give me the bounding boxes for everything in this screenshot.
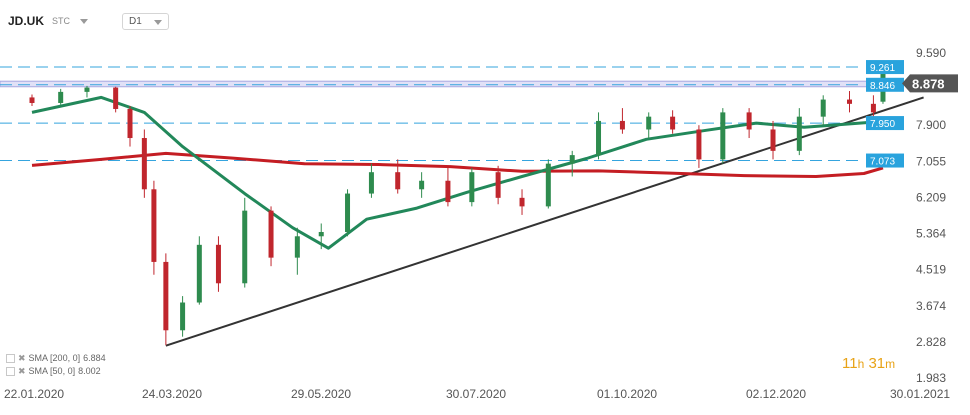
- legend-item-sma50[interactable]: ✖ SMA [50, 0] 8.002: [6, 365, 106, 378]
- chart-toolbar: JD.UK STC D1: [8, 10, 169, 32]
- x-tick-label: 30.07.2020: [446, 387, 506, 401]
- candle-body: [670, 116, 676, 130]
- price-tags: 9.261 8.846 7.950 7.073 8.878: [866, 60, 958, 168]
- level-tag-label: 7.950: [870, 119, 895, 130]
- level-tag: [866, 77, 904, 92]
- candle-body: [847, 99, 853, 104]
- legend-value: 8.002: [78, 366, 101, 376]
- level-tag: [866, 116, 904, 131]
- candle-body: [445, 180, 451, 203]
- y-tick-label: 5.364: [916, 227, 946, 241]
- level-tag: [866, 60, 904, 75]
- candle-body: [84, 87, 90, 92]
- y-tick-label: 3.674: [916, 299, 946, 313]
- level-tag: [866, 153, 904, 168]
- legend-label: SMA [200, 0]: [28, 353, 81, 363]
- x-tick-label: 22.01.2020: [4, 387, 64, 401]
- candle-body: [151, 189, 157, 262]
- candle-body: [495, 172, 501, 198]
- x-tick-label: 24.03.2020: [142, 387, 202, 401]
- y-tick-label: 2.828: [916, 335, 946, 349]
- candle-body: [569, 155, 575, 164]
- x-tick-label: 01.10.2020: [597, 387, 657, 401]
- candle-body: [180, 302, 186, 331]
- candle-body: [545, 163, 551, 207]
- remove-icon[interactable]: ✖: [18, 353, 26, 363]
- trendline: [165, 96, 924, 347]
- candle-body: [58, 91, 64, 103]
- candles: [29, 67, 886, 346]
- x-tick-label: 29.05.2020: [291, 387, 351, 401]
- trendline-layer: [165, 96, 924, 347]
- x-tick-label: 02.12.2020: [746, 387, 806, 401]
- y-tick-label: 7.055: [916, 154, 946, 168]
- y-tick-label: 9.590: [916, 46, 946, 60]
- level-tag-label: 9.261: [870, 63, 895, 74]
- candle-body: [196, 244, 202, 303]
- candle-body: [619, 120, 625, 130]
- sma50-line: [31, 95, 884, 250]
- countdown-minutes: 31: [868, 355, 886, 372]
- candle-body: [419, 180, 425, 190]
- legend-value: 6.884: [83, 353, 106, 363]
- indicator-legend: ✖ SMA [200, 0] 6.884 ✖ SMA [50, 0] 8.002: [6, 352, 106, 378]
- sma200-line: [31, 151, 884, 178]
- symbol-label[interactable]: JD.UK: [8, 14, 45, 28]
- legend-label: SMA [50, 0]: [28, 366, 76, 376]
- candle-body: [696, 129, 702, 160]
- visibility-checkbox[interactable]: [6, 354, 15, 363]
- candle-body: [29, 97, 35, 103]
- chevron-down-icon[interactable]: [80, 18, 89, 24]
- candle-body: [163, 261, 169, 331]
- candle-body: [870, 103, 876, 113]
- timeframe-select[interactable]: D1: [122, 12, 169, 30]
- candle-body: [395, 172, 401, 190]
- candle-body: [820, 99, 826, 117]
- y-tick-label: 7.900: [916, 118, 946, 132]
- candle-body: [268, 210, 274, 258]
- legend-item-sma200[interactable]: ✖ SMA [200, 0] 6.884: [6, 352, 106, 365]
- candle-body: [770, 129, 776, 151]
- candle-body: [368, 172, 374, 194]
- candle-body: [345, 193, 351, 233]
- x-tick-label: 30.01.2021: [890, 387, 950, 401]
- candle-body: [720, 112, 726, 160]
- y-tick-label: 4.519: [916, 263, 946, 277]
- resistance-zone-band: [0, 80, 901, 88]
- y-tick-label: 6.209: [916, 190, 946, 204]
- level-tag-label: 8.846: [870, 81, 895, 92]
- candle-body: [242, 210, 248, 284]
- remove-icon[interactable]: ✖: [18, 366, 26, 376]
- candle-body: [113, 87, 119, 109]
- candle-countdown: 11h 31m: [842, 355, 895, 372]
- countdown-m-unit: m: [885, 357, 896, 371]
- moving-averages: [31, 95, 884, 250]
- last-price-tag: [902, 74, 958, 93]
- candle-body: [746, 112, 752, 130]
- level-tag-label: 7.073: [870, 157, 895, 168]
- chevron-down-icon: [153, 19, 162, 25]
- candle-body: [596, 120, 602, 156]
- y-axis: 9.590 7.900 7.055 6.209 5.364 4.519 3.674 2.828…: [916, 46, 946, 385]
- y-tick-label: 1.983: [916, 371, 946, 385]
- candle-body: [646, 116, 652, 130]
- last-price-label: 8.878: [912, 76, 945, 91]
- resistance-zone: [0, 80, 901, 88]
- countdown-hours: 11: [842, 355, 858, 372]
- instrument-type: STC: [52, 16, 71, 26]
- visibility-checkbox[interactable]: [6, 367, 15, 376]
- x-axis: 22.01.2020 24.03.2020 29.05.2020 30.07.2020…: [4, 387, 950, 401]
- candle-body: [215, 244, 221, 284]
- candle-body: [469, 172, 475, 203]
- timeframe-value: D1: [129, 15, 142, 27]
- countdown-h-unit: h: [857, 357, 865, 371]
- candle-body: [127, 108, 133, 139]
- candle-body: [318, 232, 324, 237]
- candle-body: [294, 236, 300, 258]
- candle-body: [519, 197, 525, 207]
- candle-body: [141, 138, 147, 190]
- candle-body: [796, 116, 802, 151]
